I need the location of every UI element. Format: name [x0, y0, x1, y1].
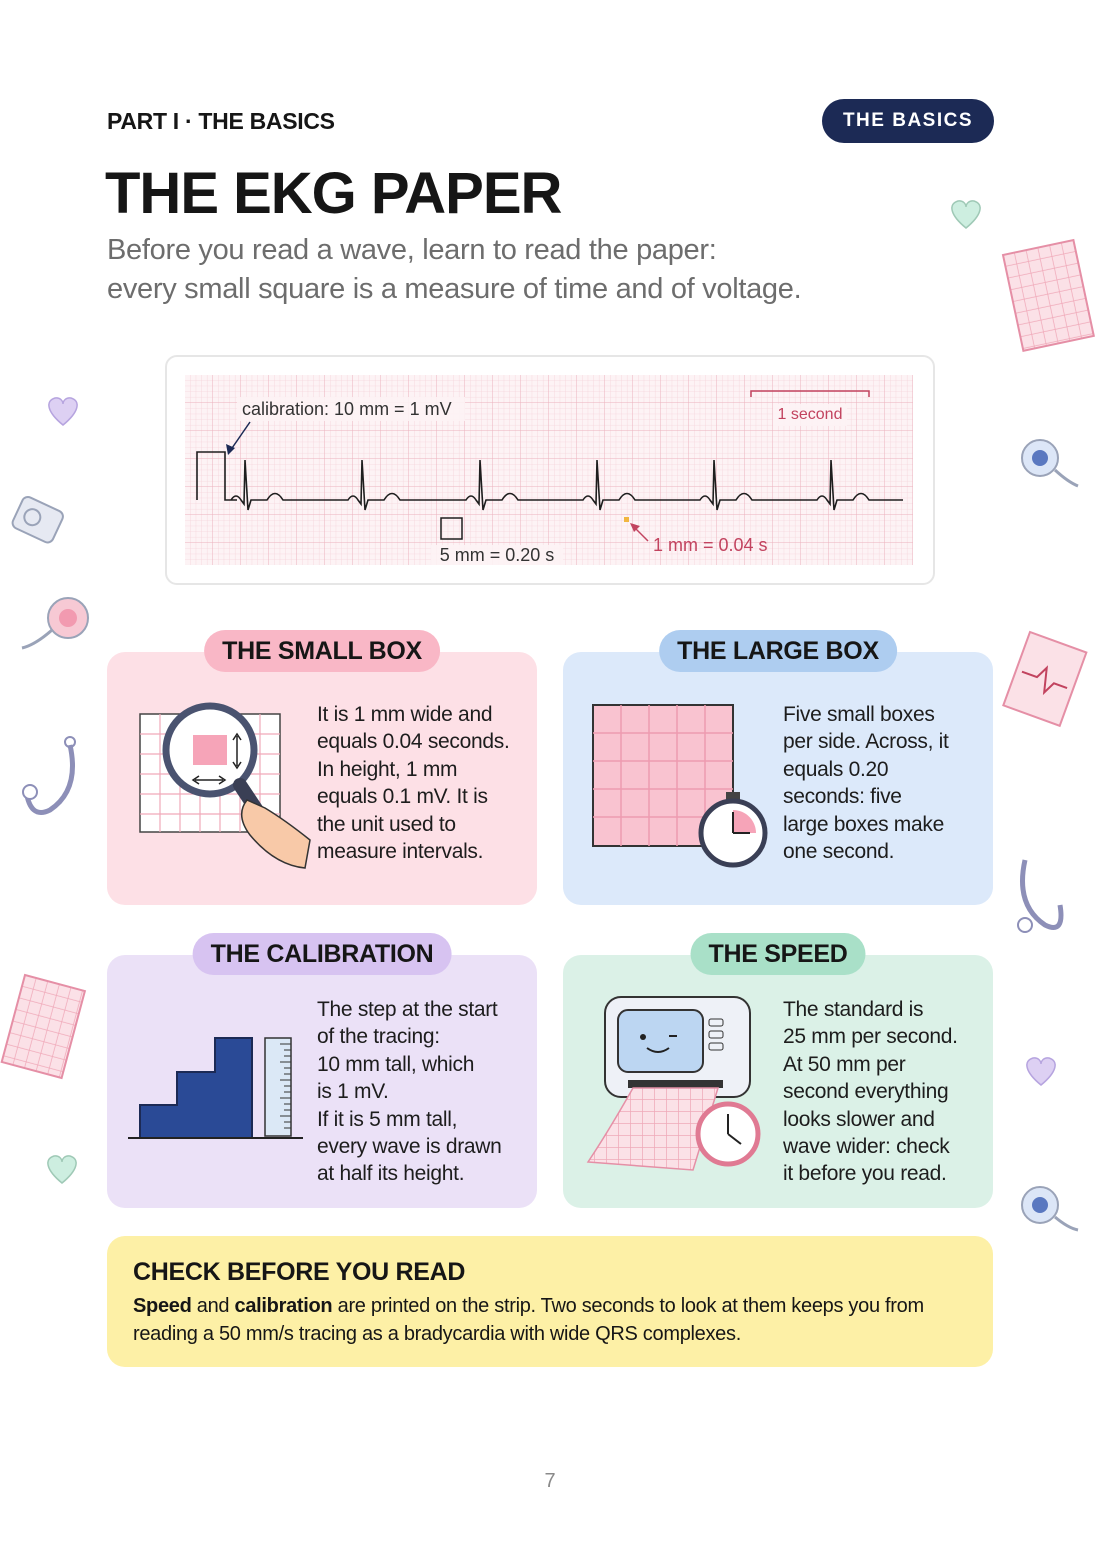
ekg-strip: calibration: 10 mm = 1 mV 1 second 5 mm …: [185, 375, 913, 565]
second-label: 1 second: [778, 406, 843, 423]
subtitle-line: Before you read a wave, learn to read th…: [107, 234, 717, 266]
text-line: It is 1 mm wide and: [317, 703, 493, 726]
callout-title: CHECK BEFORE YOU READ: [133, 1258, 466, 1286]
card-title: THE CALIBRATION: [192, 933, 452, 975]
text-line: Five small boxes: [783, 703, 935, 726]
text: are printed on the strip. Two seconds to…: [133, 1295, 924, 1345]
kicker: PART I · THE BASICS: [107, 108, 335, 134]
magnifier-icon: [139, 702, 311, 869]
card-text: The step at the start of the tracing: 10 m…: [317, 996, 502, 1188]
large-box-label: 5 mm = 0.20 s: [440, 545, 555, 565]
card-title: THE LARGE BOX: [659, 630, 897, 672]
text-line: measure intervals.: [317, 840, 484, 864]
text-line: second everything: [783, 1080, 949, 1104]
text: and: [191, 1295, 235, 1317]
small-box-label: 1 mm = 0.04 s: [653, 535, 768, 555]
text-line: In height, 1 mm: [317, 757, 458, 781]
text-line: equals 0.04 seconds.: [317, 730, 510, 754]
text-line: The standard is: [783, 998, 924, 1021]
text-line: is 1 mV.: [317, 1080, 389, 1104]
text-line: per side. Across, it: [783, 730, 949, 754]
text-line: one second.: [783, 840, 895, 864]
text-line: equals 0.1 mV. It is: [317, 785, 488, 809]
text-line: the unit used to: [317, 812, 456, 836]
card-title: THE SPEED: [690, 933, 866, 975]
bold-term: calibration: [234, 1295, 333, 1317]
text-line: at half its height.: [317, 1162, 465, 1186]
text-line: 10 mm tall, which: [317, 1052, 475, 1076]
large-box-icon: [592, 704, 768, 868]
subtitle-line: every small square is a measure of time …: [107, 273, 802, 305]
text-line: it before you read.: [783, 1162, 947, 1186]
text-line: equals 0.20: [783, 757, 889, 781]
card-title: THE SMALL BOX: [204, 630, 440, 672]
text-line: The step at the start: [317, 998, 498, 1021]
text-line: At 50 mm per: [783, 1052, 906, 1076]
text-line: large boxes make: [783, 812, 944, 836]
ekg-trace: [196, 451, 903, 511]
badge: THE BASICS: [822, 99, 994, 143]
calibration-icon: [128, 1037, 303, 1139]
text-line: 25 mm per second.: [783, 1025, 958, 1049]
text-line: looks slower and: [783, 1107, 935, 1131]
card-text: The standard is 25 mm per second. At 50 mm…: [783, 996, 958, 1188]
text-line: of the tracing:: [317, 1025, 440, 1049]
page-number: 7: [544, 1470, 556, 1492]
card-text: It is 1 mm wide and equals 0.04 seconds. I…: [317, 701, 510, 865]
calibration-label: calibration: 10 mm = 1 mV: [242, 399, 452, 419]
text-line: If it is 5 mm tall,: [317, 1107, 458, 1131]
card-text: Five small boxes per side. Across, it equa…: [783, 701, 949, 865]
bold-term: Speed: [133, 1295, 192, 1317]
text-line: every wave is drawn: [317, 1135, 502, 1159]
callout: [107, 1236, 993, 1367]
text-line: wave wider: check: [783, 1135, 950, 1159]
page-title: THE EKG PAPER: [105, 161, 562, 226]
callout-text: Speed and calibration are printed on the…: [133, 1293, 963, 1348]
text-line: seconds: five: [783, 785, 902, 809]
ekg-machine-icon: [586, 996, 761, 1171]
